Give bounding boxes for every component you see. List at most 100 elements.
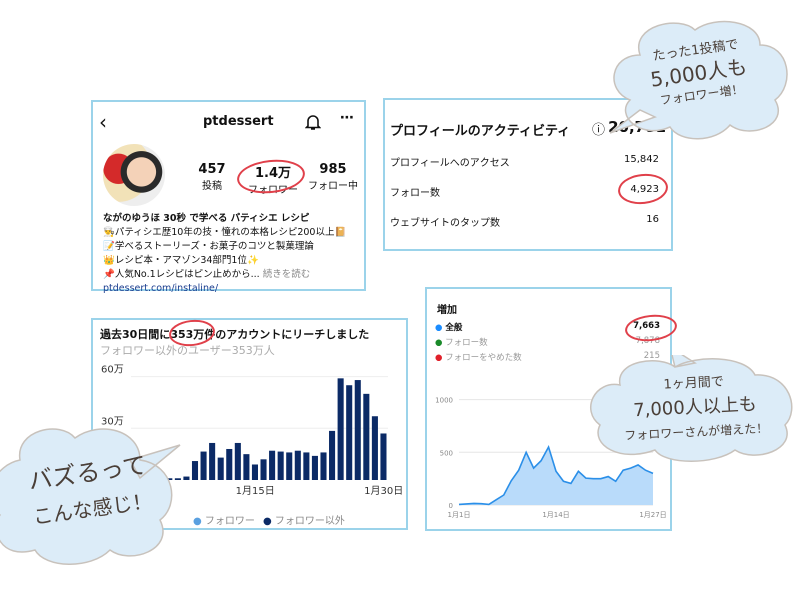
profile-panel: ‹ ptdessert ⋯ 457 投稿 1.4万 フォロワー 985 フォロー… xyxy=(91,100,366,294)
read-more-link[interactable]: 続きを読む xyxy=(262,269,311,280)
stat-value: 985 xyxy=(319,162,347,177)
bio-line: 📌人気No.1レシピはピン止めから... xyxy=(103,269,260,280)
avatar[interactable] xyxy=(103,144,165,206)
x-tick-label: 1月14日 xyxy=(542,511,569,519)
y-tick-label: 1000 xyxy=(435,397,453,405)
speech-cloud-mid-right xyxy=(590,355,793,462)
x-tick-label: 1月15日 xyxy=(236,485,275,497)
profile-name: ながのゆうほ 30秒 で学べる パティシエ レシピ xyxy=(103,213,310,224)
row-value: 7,663 xyxy=(633,321,660,331)
bar xyxy=(260,459,267,480)
y-tick-label: 0 xyxy=(449,502,453,510)
profile-link[interactable]: ptdessert.com/instaline/ xyxy=(103,283,219,294)
y-tick-label: 500 xyxy=(440,449,453,457)
bar xyxy=(320,452,327,480)
bell-icon[interactable] xyxy=(305,113,321,131)
bio-line: 👑レシピ本・アマゾン34部門1位✨ xyxy=(103,255,259,266)
bar xyxy=(166,478,173,480)
info-icon[interactable]: ⓘ xyxy=(592,123,606,138)
y-tick-label: 30万 xyxy=(101,416,124,427)
bar xyxy=(346,385,353,480)
activity-row: フォロー数 4,923 xyxy=(390,184,659,214)
row-value: 4,923 xyxy=(630,184,659,195)
bar xyxy=(243,454,250,480)
legend-label: フォロワー xyxy=(204,516,255,527)
x-tick-label: 1月30日 xyxy=(364,485,403,497)
bar xyxy=(311,455,318,480)
bar xyxy=(303,452,310,480)
legend-non-followers: ● フォロワー以外 xyxy=(263,516,345,527)
speech-cloud-bottom-left xyxy=(0,428,181,565)
chevron-left-icon[interactable]: ‹ xyxy=(99,110,107,134)
growth-row: ● フォローをやめた数 215 xyxy=(435,351,660,366)
stat-followers[interactable]: 1.4万 フォロワー xyxy=(238,162,308,196)
row-label: フォロー数 xyxy=(445,338,488,348)
stat-value: 457 xyxy=(198,162,226,177)
bar xyxy=(251,464,258,480)
bar xyxy=(209,442,216,480)
row-label: 全般 xyxy=(445,323,463,333)
row-label: プロフィールへのアクセス xyxy=(390,158,510,169)
more-icon[interactable]: ⋯ xyxy=(340,110,354,126)
row-label: フォローをやめた数 xyxy=(445,353,522,363)
bar xyxy=(269,450,276,480)
activity-rows: プロフィールへのアクセス 15,842 フォロー数 4,923 ウェブサイトのタップ… xyxy=(390,154,659,244)
bar xyxy=(200,451,207,480)
activity-row: プロフィールへのアクセス 15,842 xyxy=(390,154,659,184)
reach-subtitle: フォロワー以外のユーザー353万人 xyxy=(100,344,275,357)
stat-label: 投稿 xyxy=(202,181,222,192)
legend-label: フォロワー以外 xyxy=(274,516,345,527)
bar xyxy=(337,378,344,480)
bar xyxy=(174,478,181,480)
bar xyxy=(380,433,387,480)
bar xyxy=(363,393,370,480)
bar xyxy=(329,430,336,480)
bar xyxy=(183,476,190,480)
stat-label: フォロー中 xyxy=(308,181,358,192)
growth-row: ● 全般 7,663 xyxy=(435,321,660,336)
title-text: のアカウントにリーチしました xyxy=(215,328,370,341)
cloud-text-mid-right: 1ヶ月間で 7,000人以上も フォロワーさんが増えた！ xyxy=(593,367,796,449)
row-value: 15,842 xyxy=(624,154,659,165)
cloud-text-top-right: たった1投稿で 5,000人も フォロワー増！ xyxy=(646,34,752,113)
bar xyxy=(217,457,224,480)
area-line xyxy=(458,444,654,506)
activity-row: ウェブサイトのタップ数 16 xyxy=(390,214,659,244)
title-number: 353万件 xyxy=(170,328,216,341)
row-label: ウェブサイトのタップ数 xyxy=(390,218,500,229)
row-value: 7,878 xyxy=(635,336,660,346)
y-tick-label: 60万 xyxy=(101,365,124,376)
bar xyxy=(371,416,378,480)
growth-panel: 増加 ● 全般 7,663 ● フォロー数 7,878 ● フォローをやめた数 215… xyxy=(425,287,679,531)
bar xyxy=(354,380,361,480)
growth-area-chart: 0 500 1000 1月1日 1月14日 1月27日 xyxy=(435,397,667,519)
row-value: 16 xyxy=(646,214,659,225)
x-tick-label: 1月1日 xyxy=(448,511,471,519)
bar xyxy=(294,450,301,480)
reach-panel: 過去30日間に353万件のアカウントにリーチしました フォロワー以外のユーザー3… xyxy=(91,317,408,530)
bio-line: 👨‍🍳パティシエ歴10年の技・憧れの本格レシピ200以上📔 xyxy=(103,227,347,238)
stat-following[interactable]: 985 フォロー中 xyxy=(303,162,363,192)
legend-followers: ● フォロワー xyxy=(193,516,255,527)
row-label: フォロー数 xyxy=(390,188,440,199)
stat-value: 1.4万 xyxy=(254,166,292,181)
bio: ながのゆうほ 30秒 で学べる パティシエ レシピ 👨‍🍳パティシエ歴10年の技… xyxy=(103,212,346,296)
bio-line: 📝学べるストーリーズ・お菓子のコツと製菓理論 xyxy=(103,241,314,252)
x-tick-label: 1月27日 xyxy=(639,511,666,519)
stat-label: フォロワー xyxy=(248,185,298,196)
growth-rows: ● 全般 7,663 ● フォロー数 7,878 ● フォローをやめた数 215 xyxy=(435,321,660,366)
area-fill xyxy=(459,447,653,505)
bar xyxy=(286,452,293,480)
row-value: 215 xyxy=(643,351,660,361)
bar xyxy=(277,451,284,480)
reach-bar-chart: 30万 60万 1月15日 1月30日 xyxy=(101,365,403,497)
growth-row: ● フォロー数 7,878 xyxy=(435,336,660,351)
activity-title: プロフィールのアクティビティ xyxy=(390,124,571,139)
bar xyxy=(234,442,241,480)
growth-title: 増加 xyxy=(437,305,457,316)
reach-title: 過去30日間に353万件のアカウントにリーチしました xyxy=(100,326,369,342)
stat-posts[interactable]: 457 投稿 xyxy=(191,162,233,192)
bar xyxy=(226,448,233,480)
username: ptdessert xyxy=(203,114,274,129)
title-text: 過去30日間に xyxy=(100,328,171,341)
